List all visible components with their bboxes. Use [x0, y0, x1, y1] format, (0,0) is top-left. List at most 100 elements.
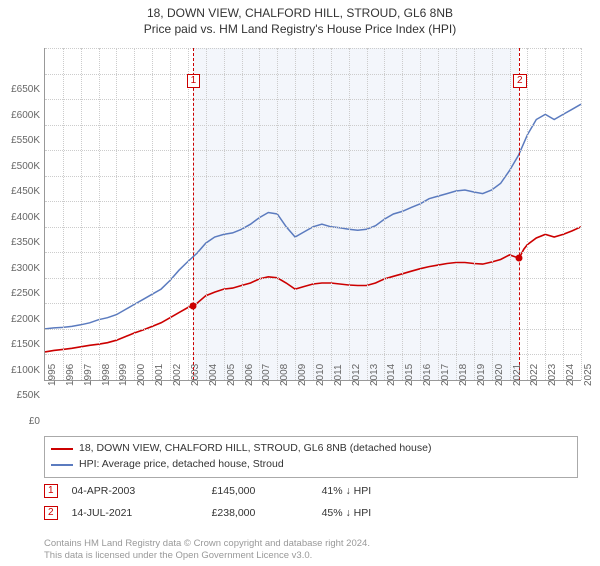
y-tick-label: £600K — [2, 110, 40, 121]
gridline-v — [206, 48, 207, 380]
gridline-v — [438, 48, 439, 380]
y-tick-label: £300K — [2, 263, 40, 274]
gridline-v — [224, 48, 225, 380]
gridline-v — [259, 48, 260, 380]
y-tick-label: £150K — [2, 339, 40, 350]
event-marker-1: 1 — [44, 484, 58, 498]
y-tick-label: £0 — [2, 416, 40, 427]
x-tick-label: 2005 — [226, 364, 237, 386]
gridline-v — [277, 48, 278, 380]
x-tick-label: 2008 — [279, 364, 290, 386]
title-line2: Price paid vs. HM Land Registry's House … — [0, 22, 600, 38]
x-tick-label: 1996 — [65, 364, 76, 386]
event-price-1: £145,000 — [212, 485, 322, 497]
x-tick-label: 1998 — [101, 364, 112, 386]
gridline-v — [116, 48, 117, 380]
event-price-2: £238,000 — [212, 507, 322, 519]
y-tick-label: £500K — [2, 161, 40, 172]
gridline-v — [99, 48, 100, 380]
gridline-v — [63, 48, 64, 380]
gridline-v — [367, 48, 368, 380]
x-tick-label: 2002 — [172, 364, 183, 386]
y-tick-label: £50K — [2, 390, 40, 401]
title-line1: 18, DOWN VIEW, CHALFORD HILL, STROUD, GL… — [0, 6, 600, 22]
gridline-v — [331, 48, 332, 380]
x-tick-label: 2019 — [476, 364, 487, 386]
data-point-marker — [516, 255, 523, 262]
y-tick-label: £650K — [2, 84, 40, 95]
x-tick-label: 2020 — [494, 364, 505, 386]
x-tick-label: 2007 — [261, 364, 272, 386]
x-tick-label: 2018 — [458, 364, 469, 386]
event-row-1: 1 04-APR-2003 £145,000 41% ↓ HPI — [44, 484, 578, 498]
footer-line2: This data is licensed under the Open Gov… — [44, 550, 370, 562]
legend-swatch — [51, 464, 73, 466]
gridline-v — [492, 48, 493, 380]
gridline-v — [456, 48, 457, 380]
x-tick-label: 2017 — [440, 364, 451, 386]
x-tick-label: 2000 — [136, 364, 147, 386]
x-tick-label: 2024 — [565, 364, 576, 386]
x-tick-label: 1999 — [118, 364, 129, 386]
event-date-2: 14-JUL-2021 — [72, 507, 212, 519]
vertical-marker — [193, 48, 194, 380]
y-tick-label: £550K — [2, 135, 40, 146]
x-tick-label: 2025 — [583, 364, 594, 386]
y-tick-label: £350K — [2, 237, 40, 248]
gridline-v — [349, 48, 350, 380]
gridline-v — [170, 48, 171, 380]
x-tick-label: 2014 — [386, 364, 397, 386]
gridline-v — [295, 48, 296, 380]
x-tick-label: 2011 — [333, 364, 344, 386]
x-tick-label: 2022 — [529, 364, 540, 386]
x-tick-label: 2013 — [369, 364, 380, 386]
x-tick-label: 2015 — [404, 364, 415, 386]
gridline-v — [313, 48, 314, 380]
chart-title: 18, DOWN VIEW, CHALFORD HILL, STROUD, GL… — [0, 6, 600, 37]
x-tick-label: 1995 — [47, 364, 58, 386]
x-tick-label: 2006 — [244, 364, 255, 386]
legend-swatch — [51, 448, 73, 450]
x-tick-label: 2023 — [547, 364, 558, 386]
footer-attribution: Contains HM Land Registry data © Crown c… — [44, 538, 370, 562]
gridline-v — [384, 48, 385, 380]
x-tick-label: 2009 — [297, 364, 308, 386]
legend-label: 18, DOWN VIEW, CHALFORD HILL, STROUD, GL… — [79, 441, 431, 457]
gridline-v — [402, 48, 403, 380]
x-tick-label: 1997 — [83, 364, 94, 386]
gridline-v — [545, 48, 546, 380]
y-tick-label: £450K — [2, 186, 40, 197]
x-tick-label: 2003 — [190, 364, 201, 386]
x-tick-label: 2021 — [512, 364, 523, 386]
legend-item: HPI: Average price, detached house, Stro… — [51, 457, 571, 473]
legend-item: 18, DOWN VIEW, CHALFORD HILL, STROUD, GL… — [51, 441, 571, 457]
gridline-v — [188, 48, 189, 380]
plot-region: 12 — [44, 48, 581, 381]
gridline-v — [152, 48, 153, 380]
gridline-v — [563, 48, 564, 380]
legend-label: HPI: Average price, detached house, Stro… — [79, 457, 284, 473]
footer-line1: Contains HM Land Registry data © Crown c… — [44, 538, 370, 550]
x-tick-label: 2010 — [315, 364, 326, 386]
x-tick-label: 2004 — [208, 364, 219, 386]
event-date-1: 04-APR-2003 — [72, 485, 212, 497]
y-tick-label: £100K — [2, 365, 40, 376]
data-point-marker — [189, 302, 196, 309]
gridline-v — [134, 48, 135, 380]
gridline-v — [420, 48, 421, 380]
x-tick-label: 2001 — [154, 364, 165, 386]
y-tick-label: £400K — [2, 212, 40, 223]
gridline-v — [527, 48, 528, 380]
vertical-marker-label: 2 — [513, 74, 527, 88]
event-delta-1: 41% ↓ HPI — [322, 485, 422, 497]
gridline-v — [581, 48, 582, 380]
gridline-v — [242, 48, 243, 380]
event-marker-2: 2 — [44, 506, 58, 520]
legend: 18, DOWN VIEW, CHALFORD HILL, STROUD, GL… — [44, 436, 578, 478]
x-tick-label: 2012 — [351, 364, 362, 386]
x-tick-label: 2016 — [422, 364, 433, 386]
vertical-marker — [519, 48, 520, 380]
gridline-v — [81, 48, 82, 380]
y-tick-label: £200K — [2, 314, 40, 325]
event-delta-2: 45% ↓ HPI — [322, 507, 422, 519]
